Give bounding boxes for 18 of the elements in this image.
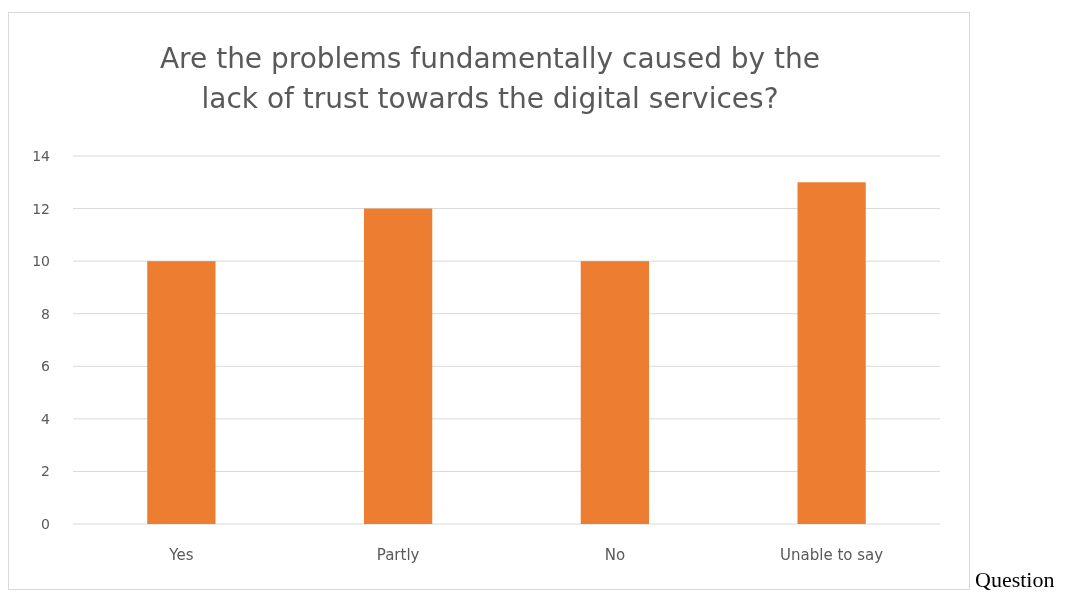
bar (363, 208, 433, 524)
y-tick-label: 0 (41, 516, 50, 532)
y-tick-label: 10 (32, 253, 50, 270)
bar (797, 182, 866, 524)
chart-title: Are the problems fundamentally caused by the lack of trust towards the digital services? (159, 42, 821, 115)
y-tick-label: 2 (41, 463, 50, 480)
y-tick-label: 8 (41, 305, 50, 322)
text: Question (975, 567, 1055, 592)
x-tick-label: Partly (376, 546, 420, 564)
x-tick-label: Yes (168, 546, 194, 564)
y-tick-label: 6 (41, 358, 51, 375)
y-tick-label: 14 (32, 148, 51, 164)
x-tick-label: No (604, 546, 626, 564)
bar (147, 261, 216, 524)
x-tick-label: Unable to say (780, 546, 884, 564)
bar (580, 261, 650, 524)
y-tick-label: 4 (41, 410, 51, 427)
y-tick-label: 12 (32, 200, 50, 217)
